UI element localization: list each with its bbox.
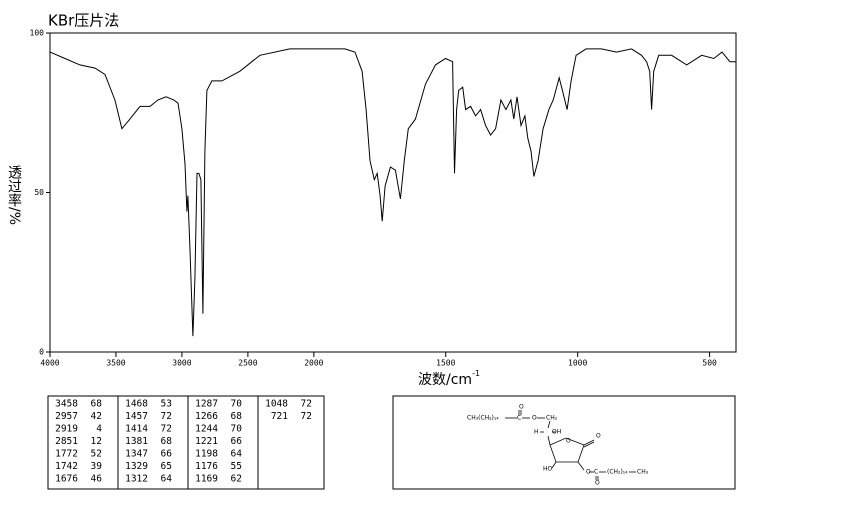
peak-transmittance: 66: [161, 449, 173, 460]
peak-wavenumber: 1742: [55, 461, 78, 472]
structure-label: O: [595, 480, 600, 487]
peak-wavenumber: 1169: [195, 474, 218, 485]
peak-transmittance: 42: [91, 411, 102, 422]
y-tick-label: 100: [30, 29, 45, 38]
peak-transmittance: 72: [301, 411, 312, 422]
x-tick-label: 2500: [238, 359, 257, 368]
peak-transmittance: 70: [231, 399, 243, 410]
x-tick-label: 2000: [304, 359, 323, 368]
peak-transmittance: 64: [161, 474, 173, 485]
structure-label: C: [517, 415, 521, 422]
peak-wavenumber: 1414: [125, 424, 148, 435]
structure-label: O: [596, 433, 601, 440]
peak-wavenumber: 1312: [125, 474, 148, 485]
peak-wavenumber: 2957: [55, 411, 78, 422]
peak-wavenumber: 1221: [195, 436, 218, 447]
peak-transmittance: 68: [91, 399, 103, 410]
y-axis-label: 透过率/%: [6, 165, 22, 225]
x-tick-label: 3500: [106, 359, 125, 368]
peak-wavenumber: 1381: [125, 436, 148, 447]
peak-wavenumber: 1676: [55, 474, 78, 485]
y-tick-label: 50: [34, 188, 44, 197]
peak-transmittance: 66: [231, 436, 243, 447]
peak-transmittance: 68: [161, 436, 173, 447]
x-tick-label: 3000: [172, 359, 191, 368]
peak-wavenumber: 1457: [125, 411, 148, 422]
structure-label: H: [534, 429, 539, 436]
structure-label: O: [566, 438, 571, 445]
structure-label: C: [594, 469, 598, 476]
peak-wavenumber: 1244: [195, 424, 218, 435]
structure-label: O: [532, 415, 537, 422]
x-axis-label-sup: -1: [472, 369, 480, 378]
peak-transmittance: 52: [91, 449, 102, 460]
chart-title: KBr压片法: [48, 12, 119, 30]
plot-frame: [49, 32, 737, 353]
structure-label: CH₂: [546, 415, 558, 422]
structure-frame: [392, 395, 736, 490]
x-tick-label: 1000: [568, 359, 587, 368]
x-axis-label: 波数/cm-1: [418, 369, 480, 389]
x-axis-label-main: 波数/cm: [418, 372, 472, 388]
structure-label: O: [519, 404, 524, 411]
peak-wavenumber: 1468: [125, 399, 148, 410]
peak-wavenumber: 1198: [195, 449, 218, 460]
peak-transmittance: 65: [161, 461, 172, 472]
x-tick-label: 1500: [436, 359, 455, 368]
y-tick-label: 0: [39, 348, 44, 357]
structure-label: HO: [543, 466, 553, 473]
structure-label: (CH₂)₁₄: [607, 469, 628, 476]
peak-transmittance: 64: [231, 449, 243, 460]
peak-wavenumber: 1176: [195, 461, 218, 472]
structure-label: CH₃: [637, 469, 649, 476]
peak-wavenumber: 1772: [55, 449, 78, 460]
peak-transmittance: 62: [231, 474, 242, 485]
peak-transmittance: 39: [91, 461, 103, 472]
structure-bonds: [505, 410, 636, 480]
peak-transmittance: 12: [91, 436, 102, 447]
x-tick-label: 500: [702, 359, 717, 368]
structure-label: OH: [552, 429, 561, 436]
peak-table-frame: [47, 395, 325, 490]
structure-label: O: [586, 469, 591, 476]
peak-transmittance: 4: [96, 424, 102, 435]
spectrum-line: [49, 48, 736, 337]
peak-wavenumber: 1329: [125, 461, 148, 472]
x-tick-label: 4000: [40, 359, 59, 368]
peak-transmittance: 72: [161, 424, 172, 435]
peak-wavenumber: 1048: [265, 399, 288, 410]
structure-label: CH₃(CH₂)₁₄: [467, 415, 499, 422]
peak-wavenumber: 721: [271, 411, 288, 422]
peak-wavenumber: 1287: [195, 399, 218, 410]
peak-wavenumber: 2851: [55, 436, 78, 447]
peak-wavenumber: 1266: [195, 411, 218, 422]
peak-transmittance: 72: [161, 411, 172, 422]
peak-wavenumber: 2919: [55, 424, 78, 435]
peak-transmittance: 72: [301, 399, 312, 410]
peak-transmittance: 55: [231, 461, 242, 472]
peak-transmittance: 68: [231, 411, 243, 422]
peak-wavenumber: 3458: [55, 399, 78, 410]
peak-transmittance: 53: [161, 399, 172, 410]
peak-transmittance: 46: [91, 474, 103, 485]
peak-transmittance: 70: [231, 424, 243, 435]
peak-wavenumber: 1347: [125, 449, 148, 460]
